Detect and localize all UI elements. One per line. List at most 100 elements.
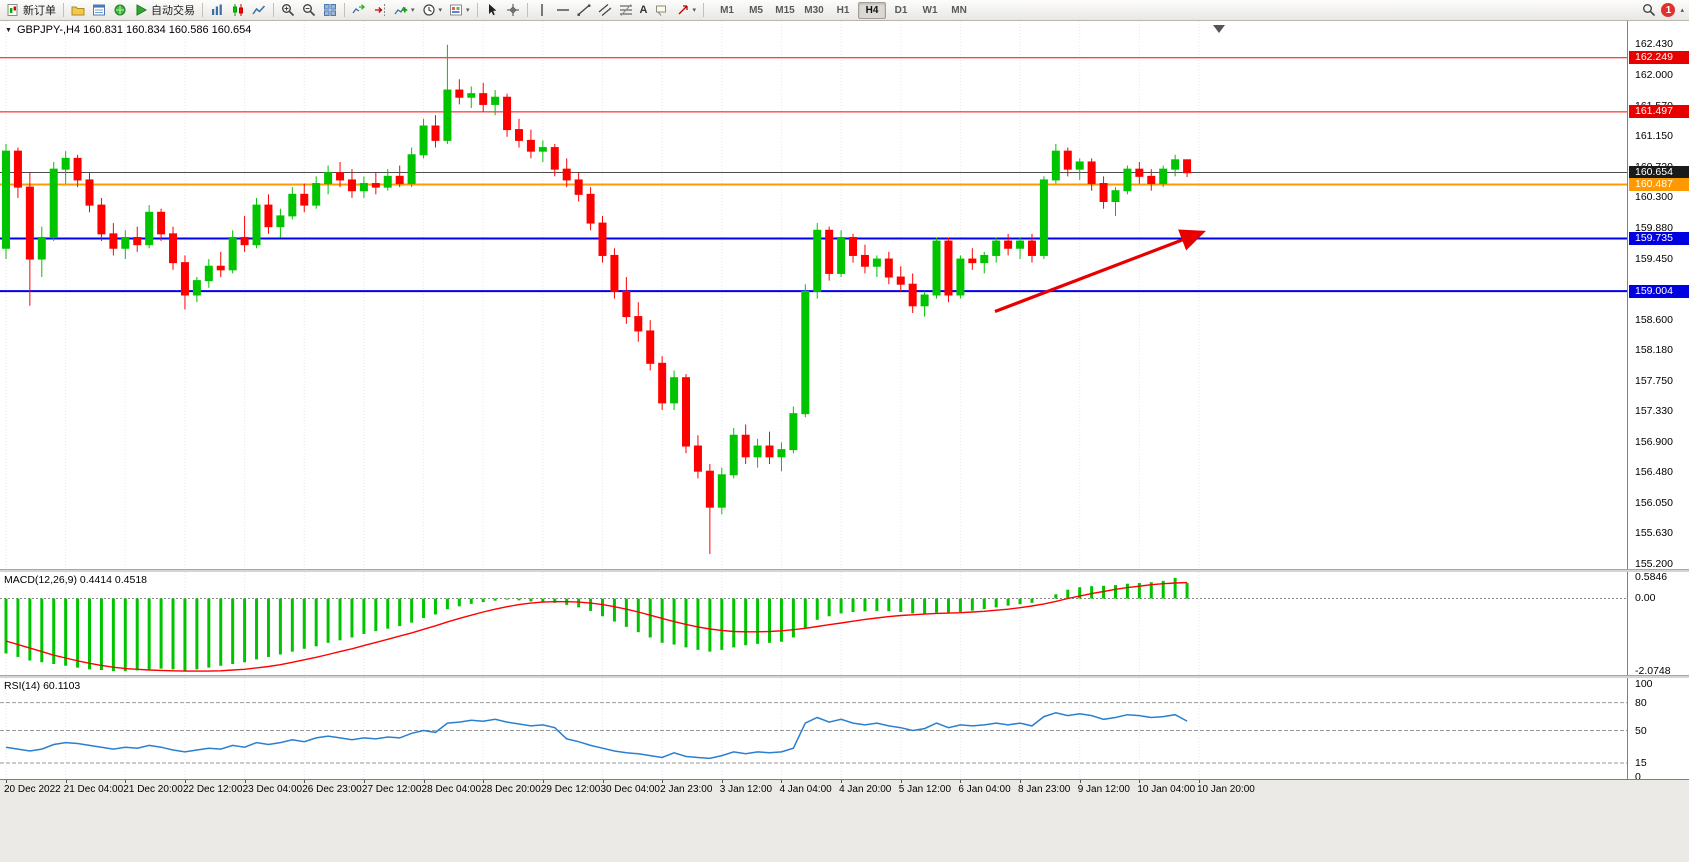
rsi-line xyxy=(5,712,1188,760)
macd-indicator-label: MACD(12,26,9) 0.4414 0.4518 xyxy=(4,574,148,586)
price-axis[interactable]: 162.430162.000161.570161.150160.720160.3… xyxy=(1627,21,1689,783)
arrows-tool-icon xyxy=(678,5,688,15)
periods-button[interactable]: ▾ xyxy=(419,1,446,19)
trendline-tool-button[interactable] xyxy=(574,1,594,19)
auto-scroll-button[interactable] xyxy=(349,1,369,19)
toolbar-separator xyxy=(476,3,478,17)
chart-shift-icon xyxy=(375,4,385,16)
arrows-tool-button[interactable]: ▾ xyxy=(673,1,700,19)
search-icon[interactable] xyxy=(1642,3,1656,17)
panel-splitter[interactable] xyxy=(0,569,1689,572)
text-label-icon xyxy=(655,5,666,16)
time-axis-tick xyxy=(244,780,246,783)
timeframe-button-m15[interactable]: M15 xyxy=(775,4,795,16)
time-axis-label: 3 Jan 12:00 xyxy=(719,784,773,795)
macd-panel-canvas[interactable] xyxy=(0,572,1627,675)
price-axis-label: 157.330 xyxy=(1635,405,1673,417)
time-axis-label: 4 Jan 20:00 xyxy=(839,784,892,795)
text-label-tool-button[interactable] xyxy=(652,1,672,19)
rsi-axis-label: 80 xyxy=(1635,696,1647,709)
time-axis-tick xyxy=(184,780,186,783)
rsi-panel-canvas[interactable] xyxy=(0,678,1627,779)
symbol-quote-label: GBPJPY-,H4 160.831 160.834 160.586 160.6… xyxy=(16,24,252,36)
crosshair-tool-button[interactable] xyxy=(503,1,523,19)
toolbar-separator xyxy=(63,3,64,17)
time-axis-tick xyxy=(1199,780,1200,783)
profiles-button[interactable] xyxy=(68,1,88,19)
timeframe-button-w1[interactable]: W1 xyxy=(922,4,938,16)
macd-axis-label: 0.00 xyxy=(1635,592,1656,605)
panel-splitter[interactable] xyxy=(0,675,1689,678)
navigator-button[interactable] xyxy=(110,1,130,19)
zoom-in-button[interactable] xyxy=(278,1,298,19)
timeframe-button-h4[interactable]: H4 xyxy=(858,1,887,19)
time-axis-label: 23 Dec 04:00 xyxy=(242,784,303,795)
timeframe-button-h1[interactable]: H1 xyxy=(836,4,850,16)
time-axis-label: 21 Dec 04:00 xyxy=(63,784,124,795)
time-axis-tick xyxy=(1079,780,1081,783)
price-axis-label: 161.150 xyxy=(1635,130,1673,143)
dropdown-caret: ▾ xyxy=(438,6,443,14)
indicators-button[interactable]: ▾ xyxy=(391,1,418,19)
timeframe-button-d1[interactable]: D1 xyxy=(894,4,908,16)
fibonacci-tool-button[interactable] xyxy=(616,1,636,19)
auto-trading-label: 自动交易 xyxy=(151,5,195,17)
macd-histogram xyxy=(4,577,1189,672)
text-tool-icon: A xyxy=(639,3,648,16)
timeframe-button-m1[interactable]: M1 xyxy=(720,4,734,16)
templates-icon xyxy=(450,4,463,16)
price-axis-label: 156.900 xyxy=(1635,435,1673,448)
chart-shift-button[interactable] xyxy=(370,1,390,19)
new-order-button[interactable]: 新订单 xyxy=(3,1,59,19)
indicators-icon xyxy=(394,6,408,15)
toolbar-separator xyxy=(273,3,274,17)
profiles-icon xyxy=(71,6,85,16)
time-axis-label: 10 Jan 20:00 xyxy=(1197,784,1255,795)
market-watch-button[interactable] xyxy=(89,1,109,19)
channel-tool-button[interactable] xyxy=(595,1,615,19)
timeframe-button-m5[interactable]: M5 xyxy=(749,4,763,16)
time-axis-label: 6 Jan 04:00 xyxy=(958,784,1011,795)
time-axis-tick xyxy=(1139,780,1141,783)
dropdown-caret: ▾ xyxy=(466,6,470,14)
trendline-icon xyxy=(577,4,590,16)
bar-chart-button[interactable] xyxy=(207,1,227,19)
price-badge: 159.735 xyxy=(1629,232,1689,246)
chart-collapse-icon[interactable]: ▼ xyxy=(5,26,12,34)
main-chart-canvas[interactable] xyxy=(0,21,1627,569)
candlestick-button[interactable] xyxy=(228,1,248,19)
time-axis-tick xyxy=(662,780,664,783)
templates-button[interactable]: ▾ xyxy=(446,1,473,19)
timeframe-toolbar: M1 M5 M15 M30 H1 H4 D1 W1 MN xyxy=(713,1,973,19)
price-axis-label: 159.450 xyxy=(1635,252,1673,265)
text-tool-button[interactable]: A xyxy=(637,1,651,19)
line-chart-button[interactable] xyxy=(249,1,269,19)
time-axis-tick xyxy=(125,780,127,783)
time-axis[interactable]: 20 Dec 2022 21 Dec 04:00 21 Dec 20:00 22 De… xyxy=(0,779,1689,862)
price-axis-label: 156.050 xyxy=(1635,497,1673,510)
cursor-tool-button[interactable] xyxy=(482,1,502,19)
tile-windows-icon xyxy=(324,4,336,16)
time-axis-tick xyxy=(423,780,425,783)
timeframe-button-mn[interactable]: MN xyxy=(951,4,967,16)
tile-windows-button[interactable] xyxy=(320,1,340,19)
cursor-icon xyxy=(488,4,496,16)
vertical-line-tool-button[interactable] xyxy=(532,1,552,19)
macd-axis-label: -2.0748 xyxy=(1635,665,1671,678)
time-axis-label: 27 Dec 12:00 xyxy=(361,784,422,795)
timeframe-button-m30[interactable]: M30 xyxy=(804,4,824,16)
auto-scroll-icon xyxy=(352,4,365,14)
price-axis-label: 155.630 xyxy=(1635,527,1673,540)
auto-trading-button[interactable]: 自动交易 xyxy=(131,1,198,19)
time-axis-tick xyxy=(542,780,544,783)
zoom-out-button[interactable] xyxy=(299,1,319,19)
price-axis-label: 160.300 xyxy=(1635,191,1673,204)
dropdown-caret: ▾ xyxy=(411,6,415,14)
horizontal-line-tool-button[interactable] xyxy=(553,1,573,19)
toolbar-collapse-icon[interactable]: ▴ xyxy=(1680,6,1684,14)
price-axis-label: 159.880 xyxy=(1635,221,1673,234)
price-axis-label: 162.000 xyxy=(1635,69,1673,82)
notification-badge[interactable]: 1 xyxy=(1661,3,1676,17)
new-order-icon xyxy=(7,4,18,16)
time-axis-label: 30 Dec 04:00 xyxy=(600,784,661,795)
